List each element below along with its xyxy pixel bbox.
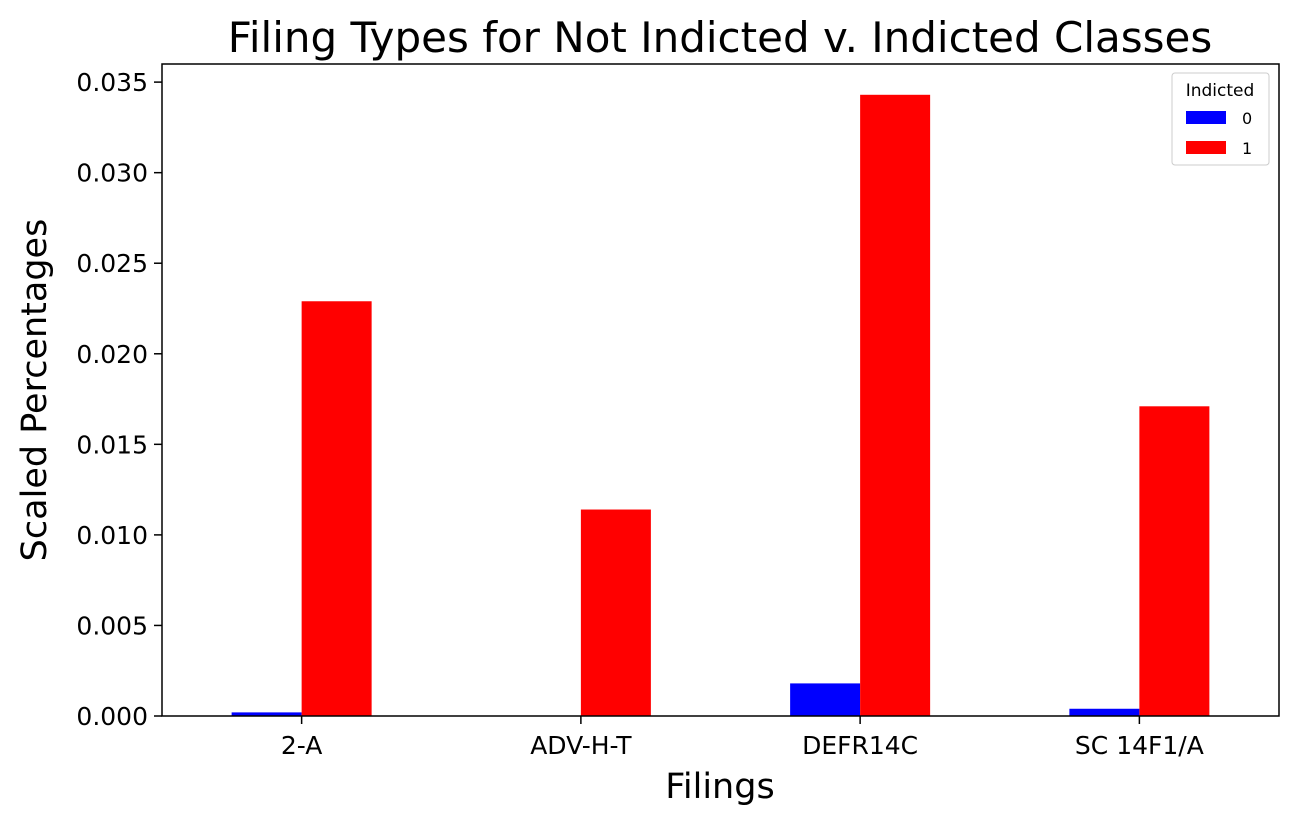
- y-tick-label: 0.015: [76, 430, 148, 459]
- x-tick-label: ADV-H-T: [530, 731, 632, 760]
- legend-title: Indicted: [1186, 81, 1255, 101]
- bar-series-0-2-a: [231, 712, 302, 716]
- legend-swatch-0: [1186, 111, 1226, 124]
- plot-frame: [161, 63, 1280, 717]
- legend: Indicted 0 1: [1171, 72, 1270, 166]
- legend-swatch-1: [1186, 141, 1226, 154]
- bar-series-1-2-a: [301, 301, 372, 716]
- y-axis: 0.000 0.005 0.010 0.015 0.020 0.025 0.030 0.035: [76, 68, 162, 731]
- x-tick-label: SC 14F1/A: [1075, 731, 1204, 760]
- y-tick-label: 0.035: [76, 68, 148, 97]
- bar-series-1-defr14c: [860, 94, 931, 717]
- y-tick-label: 0.005: [76, 611, 148, 640]
- legend-label-0: 0: [1242, 109, 1252, 128]
- bar-series-0-defr14c: [790, 683, 861, 716]
- y-tick-label: 0.010: [76, 521, 148, 550]
- bar-series-0-sc-14f1-a: [1069, 708, 1140, 716]
- y-axis-label: Scaled Percentages: [15, 219, 55, 562]
- bar-series-1-adv-h-t: [580, 509, 651, 716]
- bars-layer: [231, 94, 1210, 717]
- y-tick-label: 0.000: [76, 702, 148, 731]
- y-tick-label: 0.020: [76, 340, 148, 369]
- y-tick-label: 0.030: [76, 159, 148, 188]
- x-tick-label: DEFR14C: [802, 731, 918, 760]
- y-tick-label: 0.025: [76, 249, 148, 278]
- x-axis-label: Filings: [665, 767, 774, 807]
- x-tick-label: 2-A: [281, 731, 322, 760]
- x-axis: 2-A ADV-H-T DEFR14C SC 14F1/A: [281, 716, 1204, 760]
- legend-label-1: 1: [1242, 139, 1252, 158]
- chart-title: Filing Types for Not Indicted v. Indicte…: [228, 13, 1212, 62]
- bar-series-1-sc-14f1-a: [1139, 406, 1210, 716]
